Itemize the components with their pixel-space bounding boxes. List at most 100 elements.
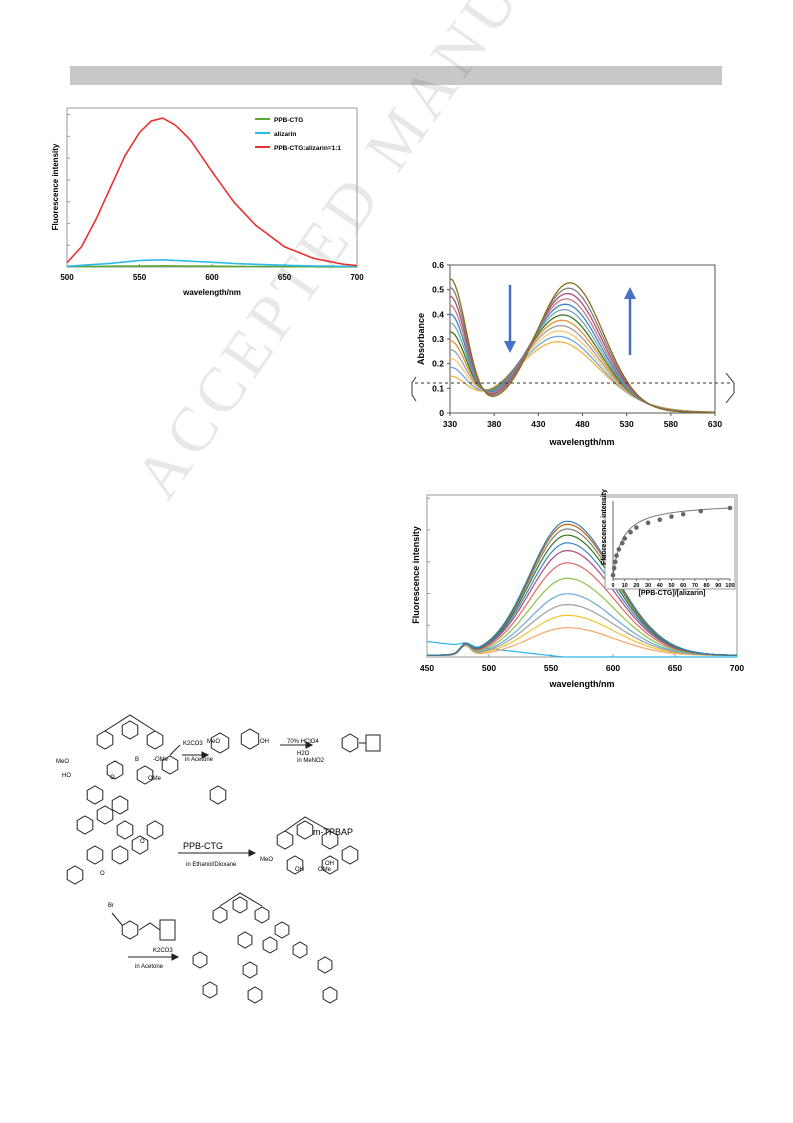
scheme-label: O [110,775,115,781]
scheme-label: PPB-CTG [183,841,223,851]
inset-x-axis-label: [PPB-CTG]/[alizarin] [639,590,706,597]
bridge-bonds [104,714,181,756]
benzene-ring [76,815,94,835]
titration-curve-3 [449,324,715,413]
x-tick-label: 500 [60,273,74,282]
scheme-label: K2CO3 [183,741,203,747]
benzene-ring [274,921,290,939]
legend-label: alizarin [274,131,296,138]
x-axis-label: wavelength/nm [548,437,614,447]
pinacol-boronate [159,919,176,941]
x-tick-label: 430 [531,419,545,429]
x-tick-label: 500 [482,663,496,673]
x-tick-label: 450 [420,663,434,673]
titration-curve-11 [449,277,715,414]
benzene-ring [237,931,253,949]
synthesis-scheme: MeO HO B O O O OMe -OMe K2CO3 in Acetone MeO OH 70% … [56,714,381,1004]
benzene-ring [111,845,129,865]
absorbance-titration-chart: 0 0.1 0.2 0.3 0.4 0.5 0.6 330 380 430 480 530 580 63… [411,260,735,447]
fluorescence-comparison-chart: 500 550 600 650 700 PPB-CTG alizarin PPB-CTG:a… [51,107,364,297]
scheme-label: B [135,757,139,763]
header-bar [70,66,722,85]
scheme-label: OMe [318,867,332,873]
benzene-ring [341,845,359,865]
benzene-ring [262,936,278,954]
bridge-bonds [284,816,331,832]
scheme-label: in MeNO2 [297,758,325,764]
scheme-label: OH [325,861,334,867]
benzene-ring [210,732,230,754]
benzene-ring [321,855,339,875]
x-tick-label: 550 [133,273,147,282]
scheme-label: HO [62,773,71,779]
x-tick-label: 630 [708,419,722,429]
inset-data-point [727,505,733,511]
benzene-ring [116,820,134,840]
x-tick-label: 700 [350,273,364,282]
up-arrow [624,287,636,355]
x-tick-label: 580 [664,419,678,429]
pinacol-boronate [359,734,381,752]
scheme-label: O [140,839,145,845]
scheme-label: MeO [56,759,69,765]
x-tick-label: 380 [487,419,501,429]
inset-x-tick-label: 0 [611,583,614,589]
y-tick-label: 0.5 [432,285,444,295]
inset-data-point [610,572,616,578]
right-brace [725,372,735,404]
benzene-ring [322,986,338,1004]
y-tick-label: 0.4 [432,309,444,319]
x-axis-label: wavelength/nm [182,288,241,297]
y-axis-label: Fluorescence intensity [411,526,421,624]
benzene-ring [341,733,359,753]
y-tick-label: 0.6 [432,260,444,270]
benzene-ring [192,951,208,969]
titration-curve-1 [449,335,716,413]
inset-data-point [620,540,625,546]
y-axis-label: Absorbance [416,313,426,365]
inset-data-point [634,525,639,530]
titration-curve-2 [449,330,716,413]
scheme-label: MeO [260,857,273,863]
scheme-label: H2O [297,751,310,757]
inset-x-tick-label: 10 [622,583,628,589]
legend-label: PPB-CTG:alizarin=1:1 [274,145,341,152]
scheme-label: in Acetone [135,964,164,970]
benzene-ring [286,855,304,875]
scheme-label: OMe [148,776,162,782]
benzene-ring [86,845,104,865]
arrowhead [201,751,210,759]
benzene-ring [106,760,124,780]
titration-curve-0 [449,341,715,413]
benzene-ring [111,795,129,815]
x-tick-label: 530 [620,419,634,429]
inset-data-point [669,514,674,519]
x-tick-label: 550 [544,663,558,673]
x-tick-label: 600 [205,273,219,282]
benzene-ring [254,906,270,924]
benzene-ring [121,720,139,740]
bridge-bonds [219,892,263,907]
inset-data-point [657,517,663,523]
benzene-ring [292,941,308,959]
benzene-ring [240,728,260,750]
inset-data-point [698,508,704,514]
x-tick-label: 700 [730,663,744,673]
series-line-2 [66,117,358,267]
bonds [111,912,161,931]
benzene-ring [317,956,333,974]
down-arrow [504,285,516,353]
legend-label: PPB-CTG [274,117,303,124]
scheme-label: Br [108,903,114,909]
benzene-ring [296,820,314,840]
inset-data-point [622,536,627,541]
scheme-label: in Acetone [185,757,214,763]
benzene-ring [146,820,164,840]
benzene-ring [161,755,179,775]
y-tick-label: 0.1 [432,383,444,393]
benzene-ring [131,835,149,855]
benzene-ring [86,785,104,805]
inset-x-tick-label: 100 [725,583,734,589]
y-axis-label: Fluorescence intensity [51,143,60,230]
binding-isotherm-inset: 0 10 20 30 40 50 60 70 80 90 100 [PPB-CTG]/[alizar… [601,489,736,597]
